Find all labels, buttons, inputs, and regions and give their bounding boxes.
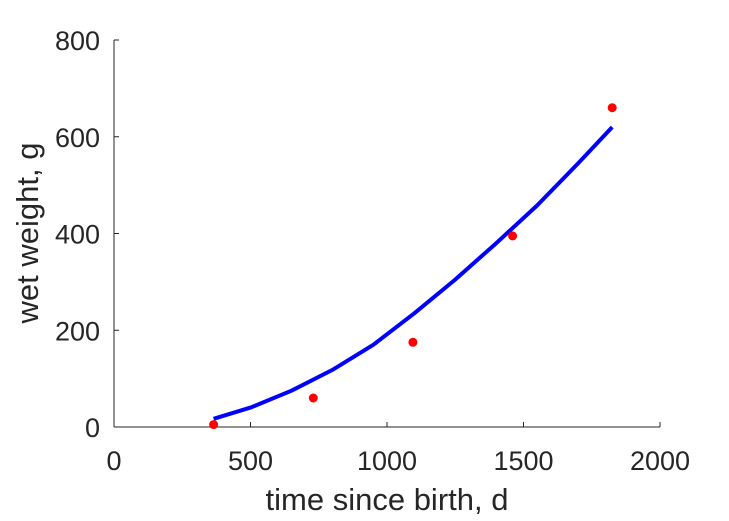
x-tick-label: 1500 (493, 446, 553, 476)
data-point (209, 420, 219, 430)
y-tick-label: 600 (55, 123, 100, 153)
x-axis-label: time since birth, d (266, 482, 509, 517)
x-tick-label: 0 (106, 446, 121, 476)
x-ticks: 0 500 1000 1500 2000 (106, 422, 690, 476)
y-ticks: 0 200 400 600 800 (55, 26, 119, 443)
y-tick-label: 200 (55, 316, 100, 346)
axes (113, 40, 660, 428)
y-axis-label: wet weight, g (10, 143, 45, 325)
y-tick-label: 800 (55, 26, 100, 56)
y-tick-label: 0 (85, 413, 100, 443)
x-tick-label: 2000 (630, 446, 690, 476)
data-point (508, 231, 518, 241)
plot-area (209, 103, 617, 430)
y-tick-label: 400 (55, 220, 100, 250)
x-tick-label: 1000 (357, 446, 417, 476)
x-tick-label: 500 (228, 446, 273, 476)
data-point (308, 393, 318, 403)
data-point (408, 337, 418, 347)
data-point (607, 103, 617, 113)
fit-curve (213, 125, 614, 421)
